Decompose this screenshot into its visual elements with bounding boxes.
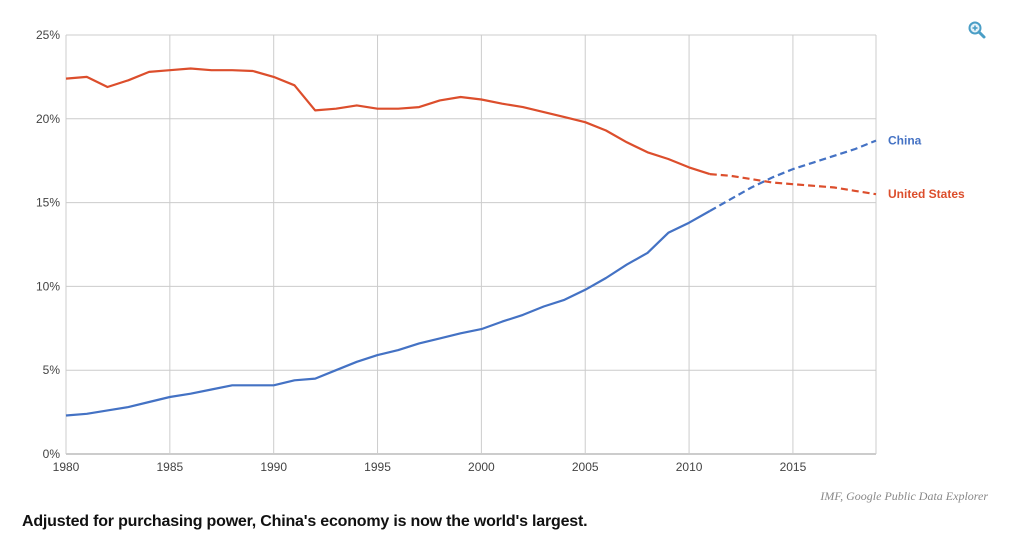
x-tick-label: 2015 xyxy=(780,460,807,474)
chart-grid xyxy=(65,34,877,455)
y-tick-label: 0% xyxy=(43,447,61,461)
china-projection-line xyxy=(709,139,877,212)
series-labels: China United States xyxy=(888,134,965,202)
china-series-label: China xyxy=(888,134,922,148)
y-tick-label: 10% xyxy=(36,279,60,293)
source-credit: IMF, Google Public Data Explorer xyxy=(820,489,988,503)
x-tick-label: 1990 xyxy=(260,460,287,474)
y-tick-label: 25% xyxy=(36,28,60,42)
united-states-projection-line xyxy=(709,173,877,196)
united-states-series-label: United States xyxy=(888,187,965,201)
y-tick-label: 20% xyxy=(36,112,60,126)
x-tick-label: 1995 xyxy=(364,460,391,474)
y-axis-ticks: 0% 5% 10% 15% 20% 25% xyxy=(36,28,60,461)
y-tick-label: 5% xyxy=(43,363,61,377)
y-tick-label: 15% xyxy=(36,196,60,210)
x-tick-label: 2010 xyxy=(676,460,703,474)
x-axis-ticks: 1980 1985 1990 1995 2000 2005 2010 2015 xyxy=(53,460,807,474)
chart-caption: Adjusted for purchasing power, China's e… xyxy=(22,513,588,530)
x-tick-label: 2000 xyxy=(468,460,495,474)
x-tick-label: 1985 xyxy=(156,460,183,474)
united-states-series-line xyxy=(65,67,711,176)
line-chart: 0% 5% 10% 15% 20% 25% 1980 1985 1990 1995 2000 200… xyxy=(36,28,965,474)
china-series-line xyxy=(65,210,711,417)
zoom-in-icon[interactable] xyxy=(967,20,987,40)
x-tick-label: 2005 xyxy=(572,460,599,474)
x-tick-label: 1980 xyxy=(53,460,80,474)
chart-series xyxy=(65,67,877,417)
